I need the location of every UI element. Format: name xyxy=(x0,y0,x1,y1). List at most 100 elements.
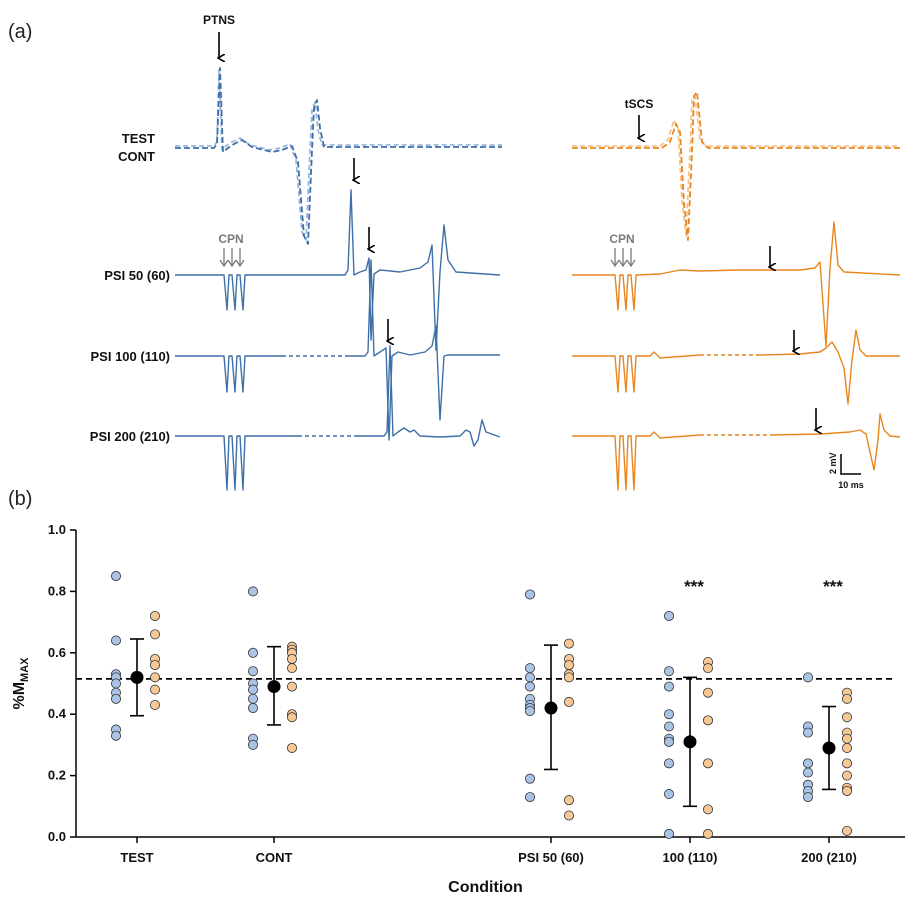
label-psi50: PSI 50 (60) xyxy=(104,268,170,283)
tscs-point xyxy=(842,758,853,769)
mean-point xyxy=(683,735,697,749)
scale-bar: 2 mV 10 ms xyxy=(828,452,864,490)
tscs-point xyxy=(149,660,160,671)
y-tick-label: 1.0 xyxy=(48,522,66,537)
ptns-point xyxy=(247,739,258,750)
response-arrows xyxy=(354,158,816,430)
ptns-point xyxy=(803,727,814,738)
ptns-point xyxy=(664,610,675,621)
ptns-cont-trace xyxy=(175,67,502,245)
ptns-point xyxy=(664,828,675,839)
tscs-point xyxy=(564,660,575,671)
ptns-psi200-trace-resp xyxy=(358,345,501,447)
ptns-point xyxy=(247,703,258,714)
x-axis-title: Condition xyxy=(448,879,523,896)
ptns-point xyxy=(664,666,675,677)
tscs-point xyxy=(564,810,575,821)
cpn-right-arrows xyxy=(610,248,636,268)
x-tick-label: 100 (110) xyxy=(663,850,718,865)
panel-a-label: (a) xyxy=(8,21,32,43)
tscs-label: tSCS xyxy=(625,97,654,111)
mean-point xyxy=(822,741,836,755)
ptns-point xyxy=(525,792,536,803)
x-tick-label: TEST xyxy=(120,850,153,865)
tscs-point xyxy=(842,785,853,796)
tscs-point xyxy=(564,696,575,707)
ptns-point xyxy=(803,792,814,803)
tscs-point xyxy=(149,684,160,695)
ptns-point xyxy=(247,586,258,597)
ptns-point xyxy=(664,736,675,747)
y-axis-title: %MMAX xyxy=(11,657,31,710)
condition-chart: 0.0 0.2 0.4 0.6 0.8 1.0 TEST CONT PSI 50 (60) 100… xyxy=(11,522,905,896)
ptns-point xyxy=(525,589,536,600)
label-test: TEST xyxy=(122,131,155,146)
mean-point xyxy=(544,701,558,715)
ptns-point xyxy=(247,684,258,695)
ptns-point xyxy=(525,681,536,692)
tscs-point xyxy=(286,742,297,753)
ptns-point xyxy=(664,758,675,769)
tscs-point xyxy=(564,795,575,806)
ptns-point xyxy=(525,706,536,717)
y-tick-label: 0.6 xyxy=(48,645,66,660)
tscs-point xyxy=(842,742,853,753)
x-tick-label: PSI 50 (60) xyxy=(518,850,584,865)
x-tick-label: CONT xyxy=(256,850,293,865)
tscs-point xyxy=(149,610,160,621)
cpn-left-label: CPN xyxy=(218,232,243,246)
ptns-point xyxy=(525,773,536,784)
y-tick-label: 0.2 xyxy=(48,768,66,783)
ptns-point xyxy=(664,709,675,720)
tscs-point xyxy=(842,770,853,781)
tscs-point xyxy=(149,629,160,640)
tscs-point xyxy=(286,712,297,723)
ptns-psi50-trace xyxy=(175,189,501,351)
mean-point xyxy=(267,680,281,694)
tscs-psi100-trace-resp xyxy=(759,329,900,405)
tscs-point xyxy=(842,825,853,836)
label-cont: CONT xyxy=(118,149,155,164)
tscs-point xyxy=(703,804,714,815)
ptns-point xyxy=(664,789,675,800)
ptns-point xyxy=(525,672,536,683)
ptns-psi100-trace xyxy=(175,355,282,393)
tscs-point xyxy=(703,663,714,674)
x-tick-label: 200 (210) xyxy=(801,850,857,865)
scale-bar-time: 10 ms xyxy=(838,480,864,490)
cpn-left-arrows xyxy=(219,248,245,268)
ptns-point xyxy=(111,730,122,741)
y-tick-label: 0.8 xyxy=(48,583,66,598)
tscs-point xyxy=(286,663,297,674)
tscs-point xyxy=(564,638,575,649)
ptns-point xyxy=(111,571,122,582)
label-psi200: PSI 200 (210) xyxy=(90,429,170,444)
ptns-point xyxy=(111,678,122,689)
ptns-traces xyxy=(175,67,502,491)
tscs-point xyxy=(842,712,853,723)
tscs-psi100-trace xyxy=(572,351,701,393)
label-psi100: PSI 100 (110) xyxy=(91,349,171,364)
tscs-point xyxy=(703,687,714,698)
ptns-point xyxy=(525,663,536,674)
ptns-point xyxy=(247,693,258,704)
tscs-point xyxy=(286,653,297,664)
cpn-right-label: CPN xyxy=(609,232,634,246)
tscs-traces xyxy=(572,91,901,491)
y-tick-label: 0.4 xyxy=(48,706,67,721)
panel-b-label: (b) xyxy=(8,488,32,510)
scale-bar-amplitude: 2 mV xyxy=(828,452,838,474)
tscs-point xyxy=(842,693,853,704)
ptns-point xyxy=(803,767,814,778)
ptns-point xyxy=(247,647,258,658)
ptns-label: PTNS xyxy=(203,13,235,27)
ptns-point xyxy=(247,666,258,677)
tscs-point xyxy=(564,672,575,683)
tscs-point xyxy=(703,828,714,839)
ptns-point xyxy=(664,721,675,732)
tscs-point xyxy=(149,672,160,683)
ptns-point xyxy=(111,635,122,646)
mean-point xyxy=(130,670,144,684)
ptns-point xyxy=(803,758,814,769)
tscs-point xyxy=(703,758,714,769)
